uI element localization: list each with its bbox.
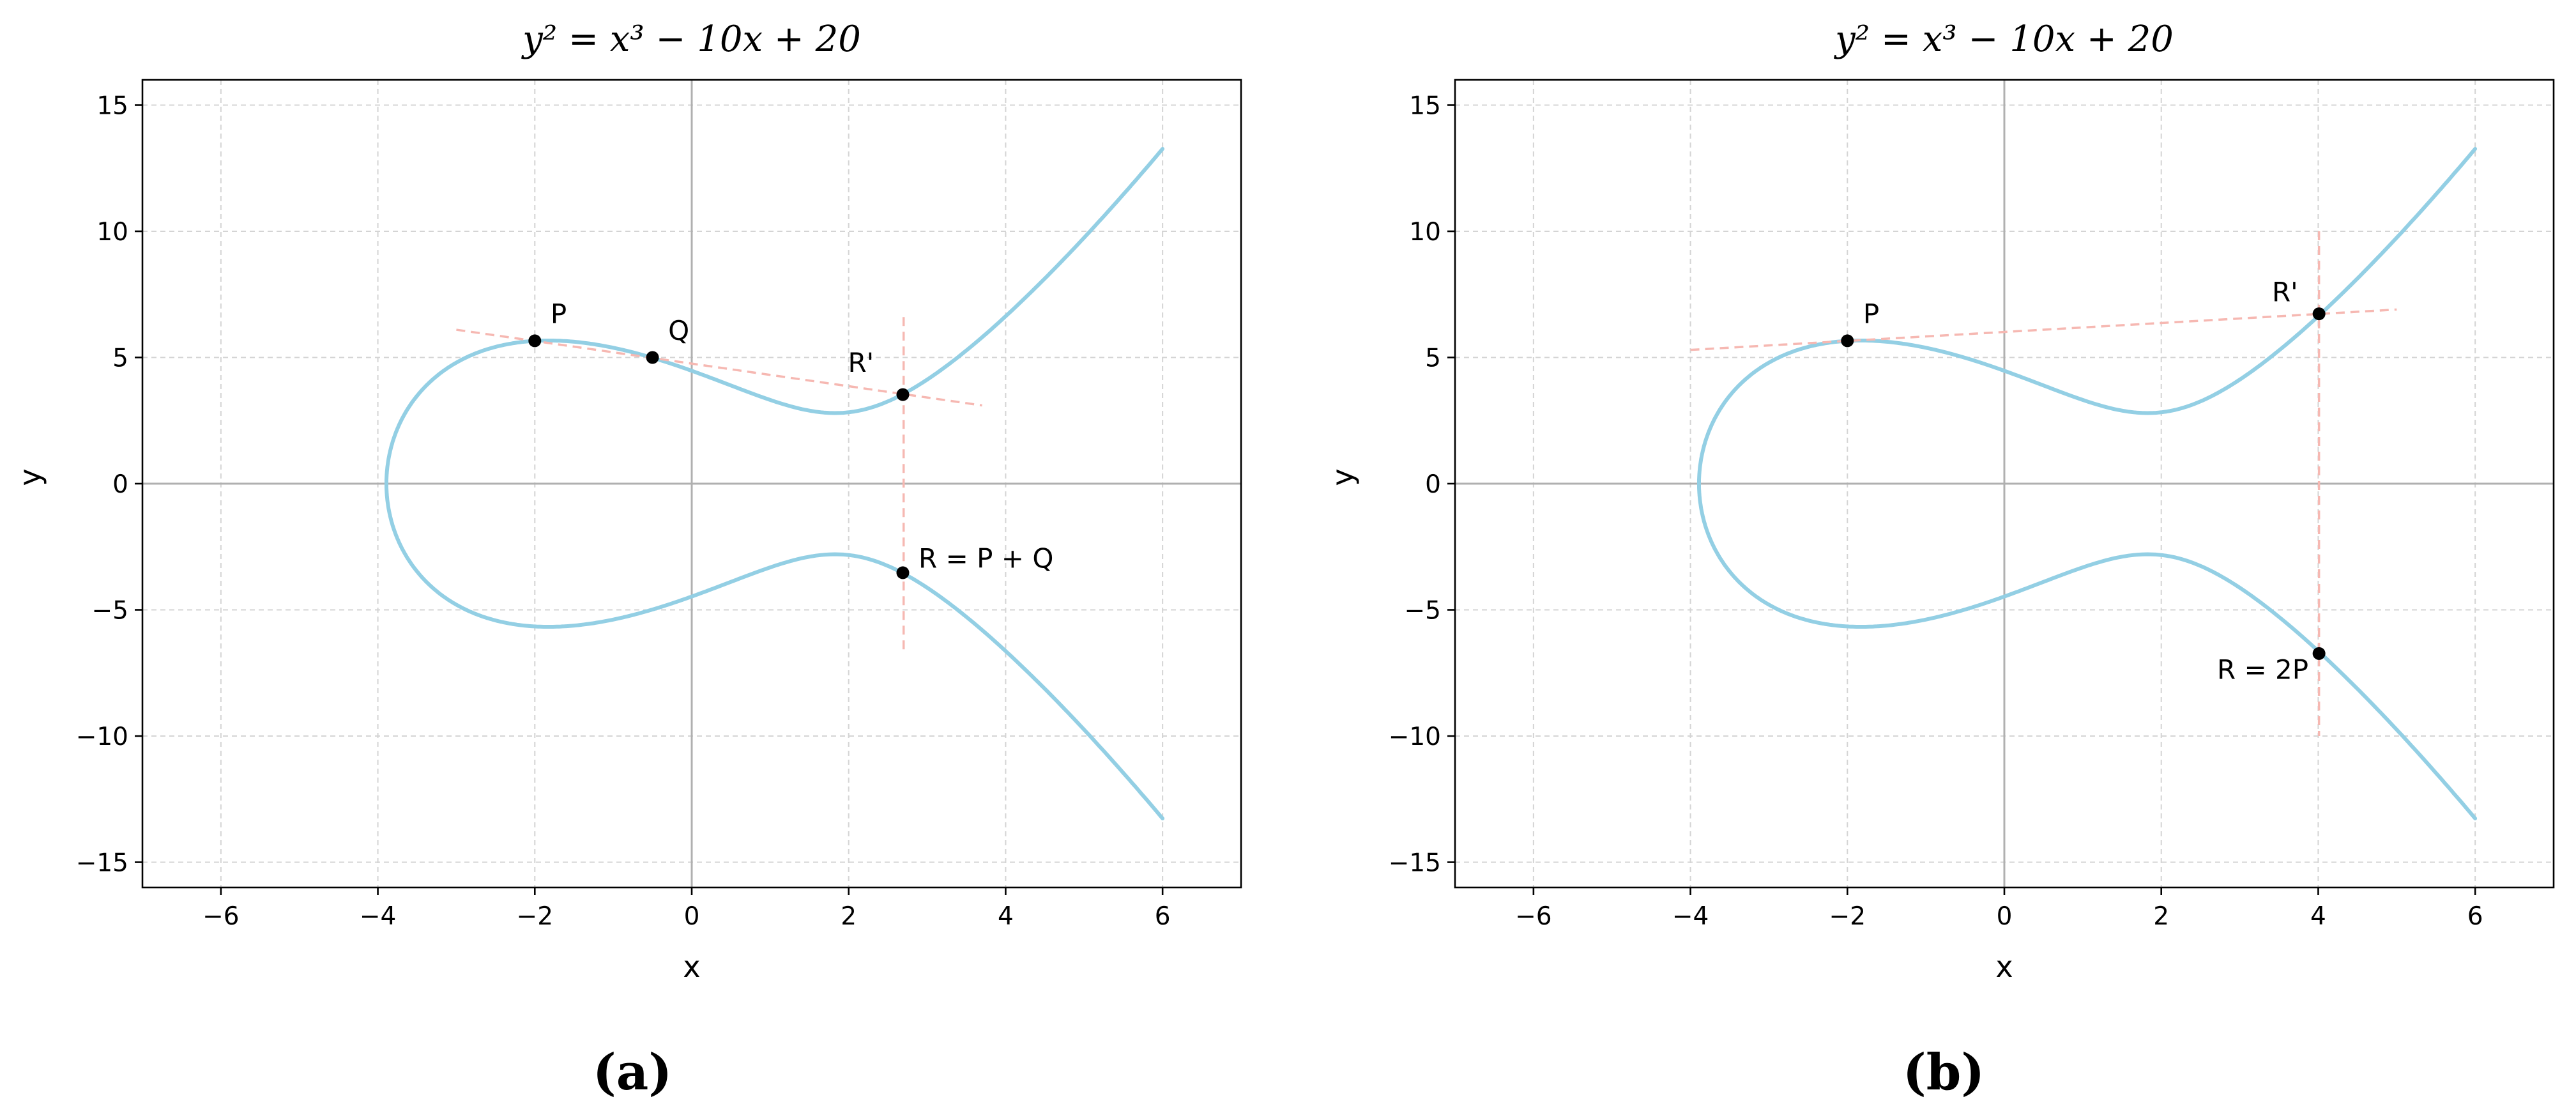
y-tick-label: −15 [1389, 849, 1441, 878]
y-tick-label: 5 [1425, 344, 1441, 373]
point-marker [896, 388, 910, 401]
y-tick-label: −5 [92, 597, 129, 626]
y-axis-label: y [13, 468, 47, 486]
x-tick-label: 2 [841, 902, 857, 931]
point-marker [646, 351, 659, 364]
chart-title: y² = x³ − 10x + 20 [521, 19, 861, 60]
x-tick-label: 2 [2153, 902, 2169, 931]
point-marker [2312, 647, 2326, 660]
point-label: R = 2P [2217, 654, 2308, 685]
y-axis-label: y [1325, 468, 1360, 486]
y-tick-label: −10 [76, 723, 128, 751]
y-tick-label: 10 [96, 218, 128, 247]
panel-a: P Q R' R = P + Q −6 −4 −2 0 2 4 6 −15 −10 −5 0 5 10 15 x y y… [13, 19, 1242, 1101]
x-tick-label: −4 [1672, 902, 1709, 931]
y-tick-label: 10 [1409, 218, 1441, 247]
panel-caption: (a) [593, 1043, 672, 1101]
x-axis-label: x [1995, 949, 2013, 984]
curve-lower-branch [1697, 482, 2478, 820]
point-label: R' [2272, 276, 2298, 307]
x-tick-label: −2 [517, 902, 554, 931]
x-tick-label: 4 [2310, 902, 2326, 931]
point-marker [528, 334, 542, 348]
x-axis-label: x [683, 949, 700, 984]
y-tick-label: 5 [112, 344, 128, 373]
x-tick-label: −4 [360, 902, 397, 931]
curve-lower-branch [385, 482, 1165, 820]
chart-title: y² = x³ − 10x + 20 [1833, 19, 2174, 60]
point-marker [896, 566, 910, 580]
point-label: P [551, 298, 567, 330]
guide-line [1690, 308, 2397, 351]
point-label: P [1863, 298, 1879, 330]
point-label: R = P + Q [918, 543, 1053, 574]
y-tick-label: −15 [76, 849, 128, 878]
y-tick-label: 0 [112, 470, 128, 499]
x-tick-label: 0 [1997, 902, 2013, 931]
curve-upper-branch [385, 147, 1165, 486]
guide-line [456, 328, 982, 407]
y-tick-label: 0 [1425, 470, 1441, 499]
y-tick-label: 15 [1409, 92, 1441, 121]
x-tick-label: −6 [1515, 902, 1552, 931]
point-marker [1841, 334, 1854, 348]
y-tick-label: 15 [96, 92, 128, 121]
x-tick-label: −2 [1829, 902, 1866, 931]
x-tick-label: 6 [1155, 902, 1171, 931]
curve-upper-branch [1697, 147, 2478, 486]
y-tick-label: −5 [1405, 597, 1442, 626]
x-tick-label: 4 [998, 902, 1014, 931]
point-marker [2312, 307, 2326, 321]
panel-b: P R' R = 2P −6 −4 −2 0 2 4 6 −15 −10 −5 0 5 10 15 x y y² = … [1325, 19, 2555, 1101]
x-tick-label: −6 [202, 902, 240, 931]
x-tick-label: 6 [2467, 902, 2483, 931]
point-label: R' [848, 347, 874, 378]
panel-caption: (b) [1903, 1043, 1985, 1101]
x-tick-label: 0 [684, 902, 700, 931]
y-tick-label: −10 [1389, 723, 1441, 751]
point-label: Q [668, 315, 689, 346]
